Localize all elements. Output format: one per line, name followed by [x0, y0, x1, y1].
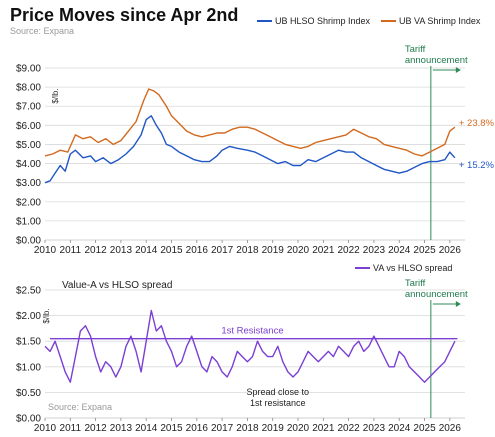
x-tick-label: 2011 — [60, 423, 82, 434]
tariff-label-line2: announcement — [405, 289, 468, 300]
y-tick-label: $2.00 — [16, 197, 41, 208]
x-tick-label: 2020 — [287, 423, 310, 434]
spread-note-line1: Spread close to — [246, 387, 309, 397]
bottom-source: Source: Expana — [48, 402, 112, 412]
x-tick-label: 2023 — [363, 245, 386, 256]
x-tick-label: 2025 — [413, 423, 436, 434]
bottom-unit-label: $/lb. — [42, 308, 51, 323]
x-tick-label: 2015 — [160, 245, 183, 256]
x-tick-label: 2013 — [110, 245, 133, 256]
x-tick-label: 2018 — [236, 245, 259, 256]
spread-chart-title: Value-A vs HLSO spread — [62, 280, 172, 291]
y-tick-label: $1.50 — [16, 337, 41, 348]
top-chart-series — [44, 88, 456, 184]
bottom-chart-gridlines — [45, 289, 465, 419]
x-tick-label: 2010 — [34, 423, 57, 434]
top-legend: UB HLSO Shrimp Index UB VA Shrimp Index — [257, 16, 481, 26]
y-tick-label: $5.00 — [16, 140, 41, 151]
y-tick-label: $0.00 — [16, 414, 41, 425]
tariff-arrow-head — [455, 67, 461, 73]
x-tick-label: 2026 — [439, 423, 462, 434]
x-tick-label: 2012 — [84, 245, 107, 256]
x-tick-label: 2023 — [363, 423, 386, 434]
legend-label-hlso: UB HLSO Shrimp Index — [275, 16, 371, 26]
x-tick-label: 2016 — [186, 423, 209, 434]
spread-note-line2: 1st resistance — [250, 398, 306, 408]
series-line-spread — [44, 309, 456, 383]
bottom-chart-y-axis: $0.00 $0.50 $1.00 $1.50 $2.00 $2.50 — [16, 286, 41, 425]
va-change-label: + 23.8% — [459, 118, 495, 129]
x-tick-label: 2022 — [337, 245, 360, 256]
y-tick-label: $1.00 — [16, 362, 41, 373]
figure-title: Price Moves since Apr 2nd — [10, 5, 238, 25]
x-tick-label: 2014 — [135, 423, 158, 434]
x-tick-label: 2016 — [186, 245, 209, 256]
bottom-chart-x-axis: 2010 2011 2012 2013 2014 2015 2016 2017 2018 2019… — [34, 418, 462, 434]
x-tick-label: 2010 — [34, 245, 57, 256]
x-tick-label: 2011 — [60, 245, 82, 256]
x-tick-label: 2015 — [160, 423, 183, 434]
y-tick-label: $2.50 — [16, 286, 41, 297]
x-tick-label: 2022 — [337, 423, 360, 434]
x-tick-label: 2021 — [312, 245, 335, 256]
resistance-line-group: 1st Resistance — [50, 326, 458, 340]
y-tick-label: $9.00 — [16, 64, 41, 75]
bottom-chart-series — [44, 309, 456, 383]
top-chart-x-axis: 2010 2011 2012 2013 2014 2015 2016 2017 2018 2019… — [34, 240, 462, 256]
y-tick-label: $3.00 — [16, 178, 41, 189]
x-tick-label: 2024 — [388, 423, 411, 434]
y-tick-label: $7.00 — [16, 102, 41, 113]
x-tick-label: 2024 — [388, 245, 411, 256]
x-tick-label: 2012 — [84, 423, 107, 434]
x-tick-label: 2025 — [413, 245, 436, 256]
hlso-change-label: + 15.2% — [459, 160, 495, 171]
y-tick-label: $0.00 — [16, 236, 41, 247]
y-tick-label: $2.00 — [16, 311, 41, 322]
x-tick-label: 2014 — [135, 245, 158, 256]
x-tick-label: 2013 — [110, 423, 133, 434]
bottom-legend: VA vs HLSO spread — [355, 263, 452, 273]
figure-source: Source: Expana — [10, 26, 74, 36]
legend-label-va: UB VA Shrimp Index — [399, 16, 481, 26]
tariff-arrow-head — [455, 301, 461, 307]
y-tick-label: $8.00 — [16, 83, 41, 94]
tariff-label-line1: Tariff — [405, 44, 426, 55]
tariff-label-line1: Tariff — [405, 278, 426, 289]
x-tick-label: 2018 — [236, 423, 259, 434]
y-tick-label: $0.50 — [16, 388, 41, 399]
series-line-va — [44, 88, 456, 157]
x-tick-label: 2017 — [211, 423, 234, 434]
x-tick-label: 2021 — [312, 423, 335, 434]
legend-label-spread: VA vs HLSO spread — [373, 263, 452, 273]
x-tick-label: 2019 — [262, 245, 285, 256]
y-tick-label: $1.00 — [16, 216, 41, 227]
x-tick-label: 2017 — [211, 245, 234, 256]
top-chart-y-axis: $0.00 $1.00 $2.00 $3.00 $4.00 $5.00 $6.00 $7.00… — [16, 64, 41, 247]
x-tick-label: 2026 — [439, 245, 462, 256]
y-tick-label: $6.00 — [16, 121, 41, 132]
series-line-hlso — [44, 115, 456, 184]
top-unit-label: $/lb. — [51, 88, 60, 103]
tariff-label-line2: announcement — [405, 55, 468, 66]
resistance-label: 1st Resistance — [221, 326, 283, 337]
y-tick-label: $4.00 — [16, 159, 41, 170]
x-tick-label: 2019 — [262, 423, 285, 434]
top-chart-gridlines — [45, 67, 465, 241]
x-tick-label: 2020 — [287, 245, 310, 256]
